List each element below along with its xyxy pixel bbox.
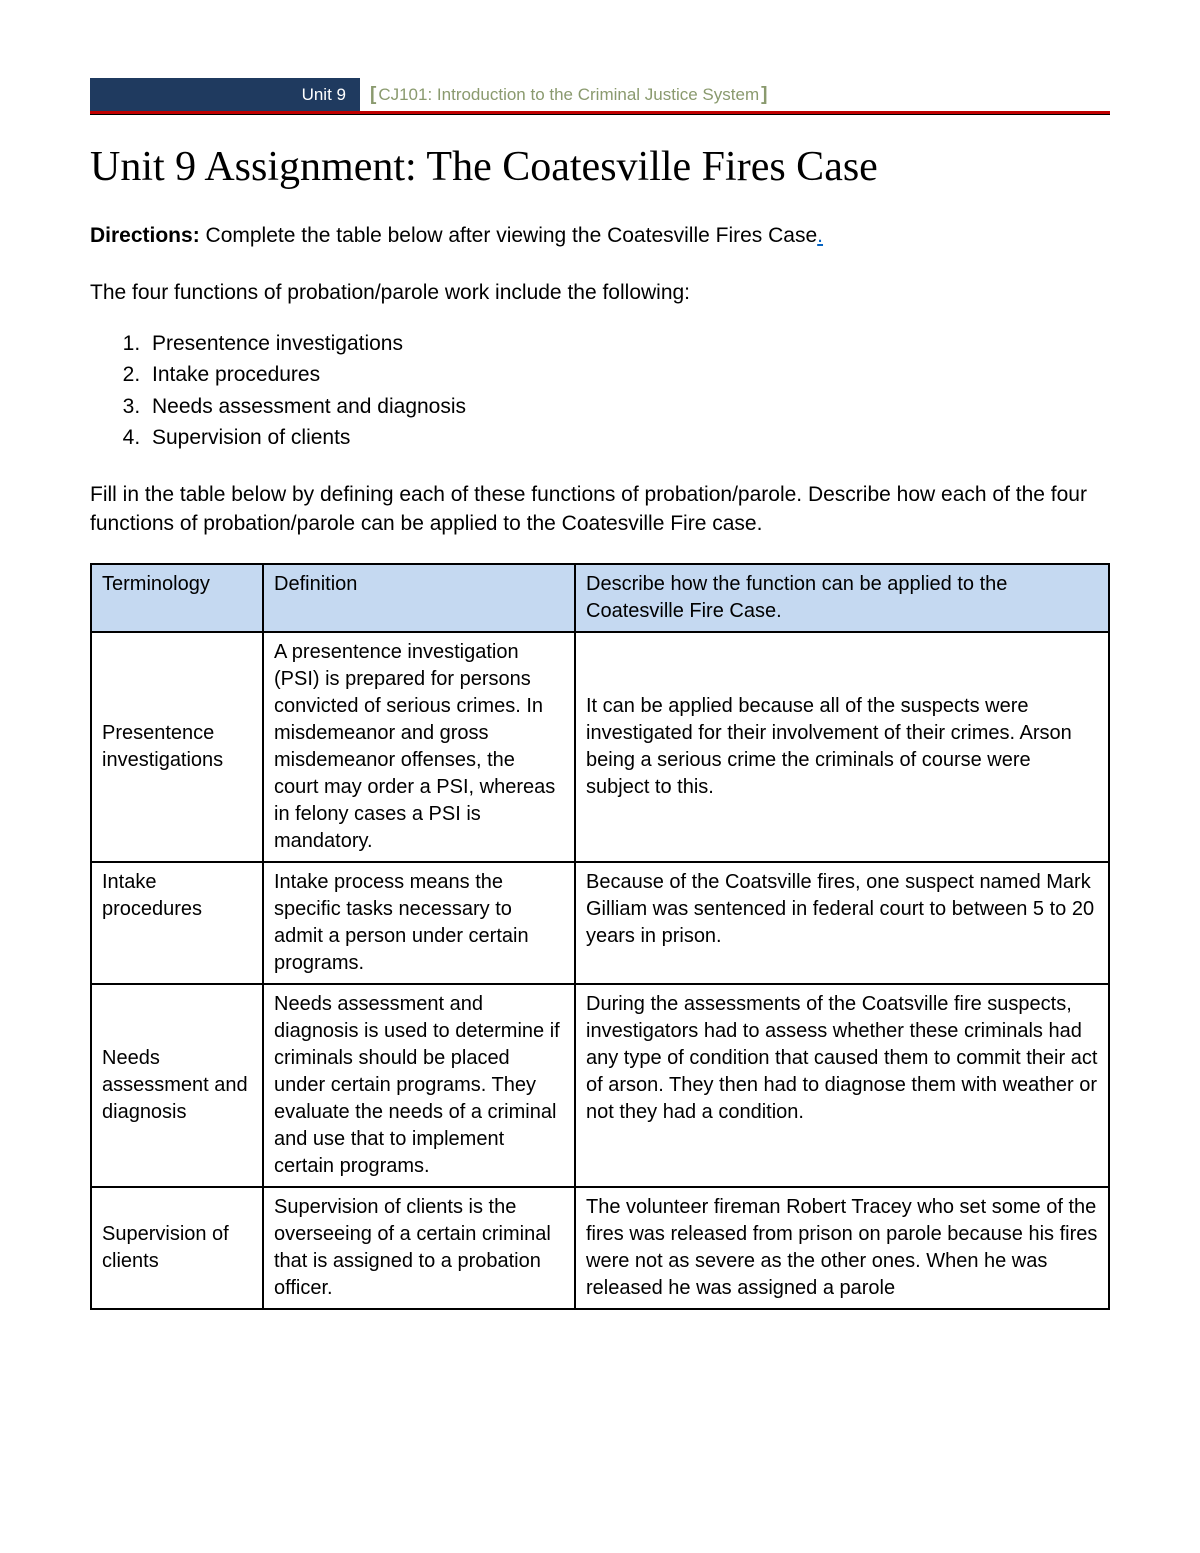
table-header-row: Terminology Definition Describe how the …	[91, 564, 1109, 632]
header-unit-label: Unit 9	[90, 78, 360, 111]
cell-application: The volunteer fireman Robert Tracey who …	[575, 1187, 1109, 1309]
col-header-definition: Definition	[263, 564, 575, 632]
cell-definition: A presentence investigation (PSI) is pre…	[263, 632, 575, 862]
functions-list: Presentence investigations Intake proced…	[146, 328, 1110, 454]
cell-term: Intake procedures	[91, 862, 263, 984]
col-header-terminology: Terminology	[91, 564, 263, 632]
fill-instructions: Fill in the table below by defining each…	[90, 480, 1110, 539]
bracket-close-icon: ]	[759, 84, 769, 106]
col-header-application: Describe how the function can be applied…	[575, 564, 1109, 632]
intro-text: The four functions of probation/parole w…	[90, 278, 1110, 307]
list-item: Needs assessment and diagnosis	[146, 391, 1110, 423]
header-underline	[90, 114, 1110, 115]
directions-link[interactable]: .	[817, 224, 823, 247]
header-course-label: [ CJ101: Introduction to the Criminal Ju…	[360, 78, 1110, 111]
list-item: Intake procedures	[146, 359, 1110, 391]
table-row: Supervision of clients Supervision of cl…	[91, 1187, 1109, 1309]
header-banner: Unit 9 [ CJ101: Introduction to the Crim…	[90, 78, 1110, 114]
cell-definition: Needs assessment and diagnosis is used t…	[263, 984, 575, 1187]
functions-table: Terminology Definition Describe how the …	[90, 563, 1110, 1310]
bracket-open-icon: [	[368, 84, 378, 106]
cell-definition: Intake process means the specific tasks …	[263, 862, 575, 984]
cell-application: Because of the Coatsville fires, one sus…	[575, 862, 1109, 984]
cell-application: During the assessments of the Coatsville…	[575, 984, 1109, 1187]
directions-label: Directions:	[90, 224, 200, 247]
course-title: CJ101: Introduction to the Criminal Just…	[378, 85, 759, 105]
directions-paragraph: Directions: Complete the table below aft…	[90, 221, 1110, 250]
table-row: Needs assessment and diagnosis Needs ass…	[91, 984, 1109, 1187]
cell-definition: Supervision of clients is the overseeing…	[263, 1187, 575, 1309]
cell-application: It can be applied because all of the sus…	[575, 632, 1109, 862]
page-title: Unit 9 Assignment: The Coatesville Fires…	[90, 143, 1110, 191]
table-row: Intake procedures Intake process means t…	[91, 862, 1109, 984]
list-item: Presentence investigations	[146, 328, 1110, 360]
cell-term: Needs assessment and diagnosis	[91, 984, 263, 1187]
cell-term: Supervision of clients	[91, 1187, 263, 1309]
cell-term: Presentence investigations	[91, 632, 263, 862]
directions-text: Complete the table below after viewing t…	[200, 224, 817, 247]
list-item: Supervision of clients	[146, 422, 1110, 454]
table-row: Presentence investigations A presentence…	[91, 632, 1109, 862]
document-page: Unit 9 [ CJ101: Introduction to the Crim…	[0, 0, 1200, 1370]
